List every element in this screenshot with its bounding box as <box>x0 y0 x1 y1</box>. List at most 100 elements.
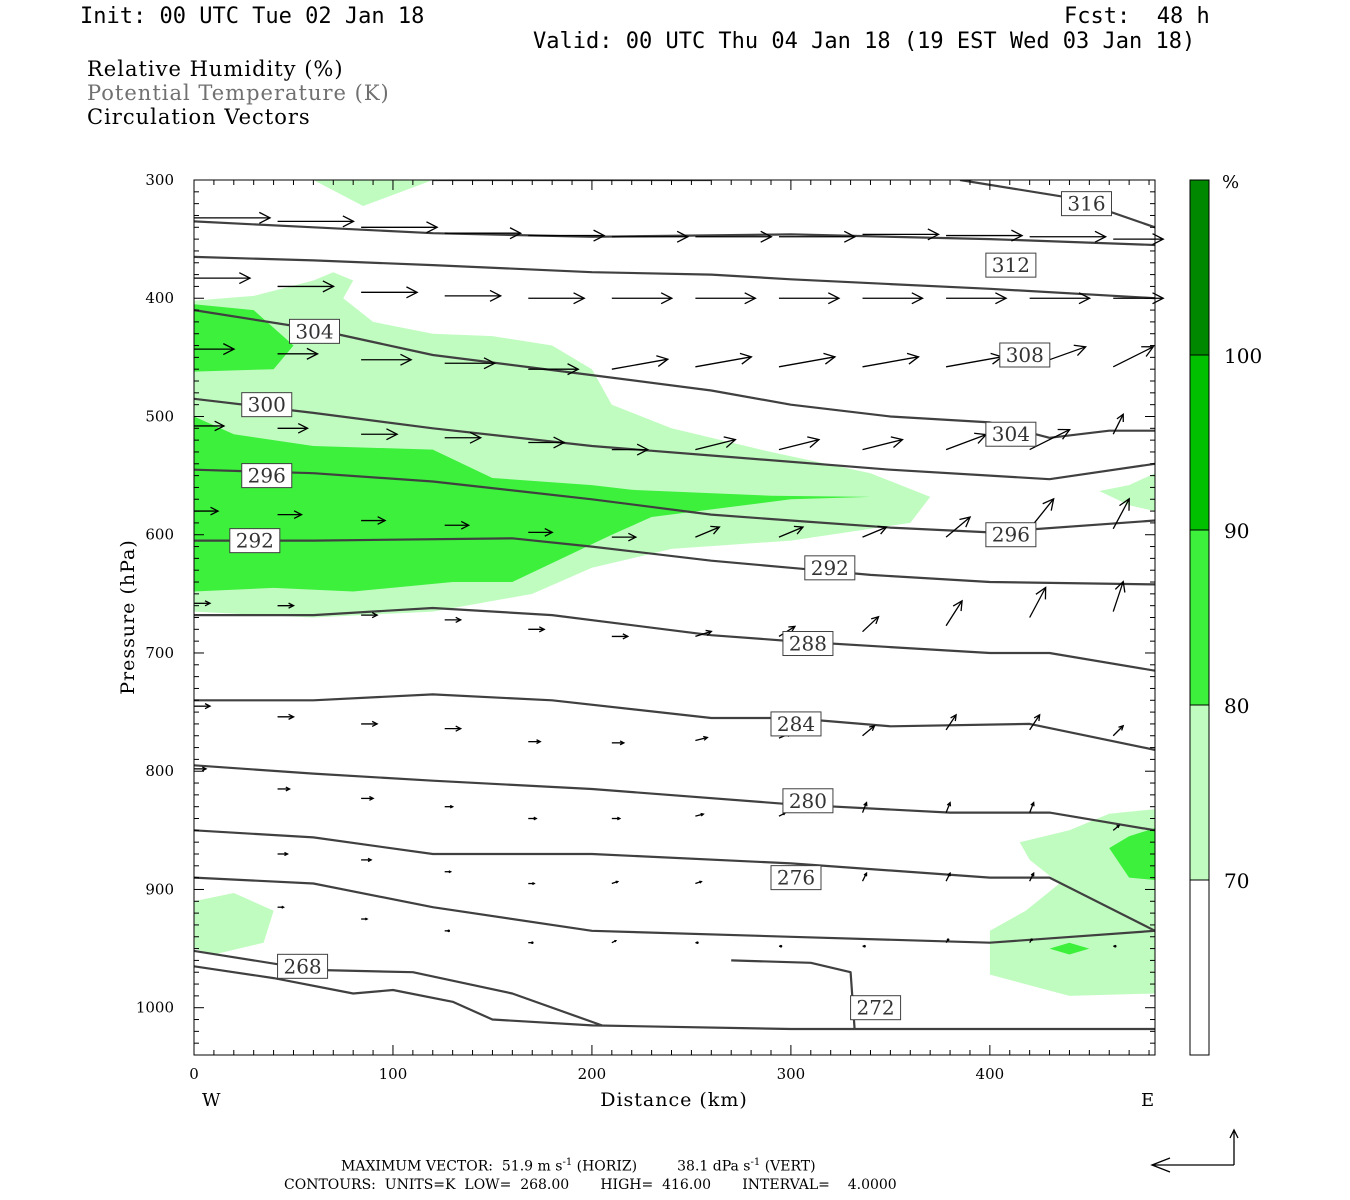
circulation-vector <box>1029 938 1033 944</box>
circulation-vector <box>862 352 920 368</box>
circulation-vector <box>1112 724 1125 737</box>
y-tick-label: 600 <box>145 526 174 544</box>
legend-theta: Potential Temperature (K) <box>87 81 390 105</box>
theta-contour-272 <box>194 949 603 1027</box>
x-end-label-east: E <box>1141 1090 1154 1111</box>
rh-region-70 <box>989 809 1155 996</box>
circulation-vector <box>695 880 703 885</box>
theta-contour-276 <box>194 876 1155 944</box>
circulation-vector <box>611 292 674 305</box>
svg-text:292: 292 <box>811 556 849 580</box>
circulation-vector <box>611 940 618 944</box>
circulation-vector <box>1112 580 1126 612</box>
circulation-vector <box>945 599 963 627</box>
svg-text:296: 296 <box>992 523 1030 547</box>
max-vector-horiz-kind: (HORIZ) <box>576 1158 638 1175</box>
circulation-vector <box>444 357 497 370</box>
circulation-vector <box>862 724 876 737</box>
y-tick-label: 800 <box>145 762 174 780</box>
circulation-vector <box>611 230 690 243</box>
circulation-vector <box>1029 292 1092 305</box>
circulation-vector <box>695 629 713 638</box>
circulation-vector <box>861 801 868 813</box>
svg-text:308: 308 <box>1006 343 1044 367</box>
max-vector-horiz-exponent: -1 <box>562 1157 573 1168</box>
circulation-vector <box>194 420 226 432</box>
circulation-vector <box>444 725 463 732</box>
rh-region-70 <box>194 893 274 955</box>
y-tick-label: 700 <box>145 644 174 662</box>
circulation-vector <box>444 431 483 444</box>
colorbar-swatch <box>1189 529 1210 706</box>
circulation-vector <box>611 355 670 370</box>
contour-info: CONTOURS: UNITS=K LOW= 268.00 HIGH= 416.… <box>284 1177 897 1193</box>
circulation-vector <box>277 905 285 909</box>
x-axis-title: Distance (km) <box>600 1089 748 1111</box>
svg-text:292: 292 <box>236 529 274 553</box>
colorbar-level-label: 80 <box>1224 694 1249 718</box>
circulation-vector <box>361 917 369 921</box>
svg-text:296: 296 <box>248 464 286 488</box>
circulation-vector <box>1112 497 1130 530</box>
circulation-vector <box>528 229 606 242</box>
circulation-vector <box>1029 713 1041 731</box>
valid-time: Valid: 00 UTC Thu 04 Jan 18 (19 EST Wed … <box>533 29 1196 54</box>
init-time: Init: 00 UTC Tue 02 Jan 18 <box>80 4 425 29</box>
theta-contour-296 <box>194 537 1155 586</box>
circulation-vector <box>528 626 546 633</box>
theta-label: 292 <box>229 528 281 554</box>
circulation-vector <box>361 221 439 234</box>
circulation-vector <box>361 428 399 441</box>
theta-contour-288 <box>194 693 1155 751</box>
circulation-vector <box>1112 824 1121 831</box>
circulation-vector <box>862 292 924 305</box>
reference-vector-icon <box>1150 1128 1239 1173</box>
circulation-vector <box>945 801 952 813</box>
max-vector-horiz-unit: m s <box>537 1158 563 1175</box>
circulation-vector <box>361 795 375 801</box>
vector-layer <box>194 211 1165 948</box>
circulation-vector <box>444 520 471 530</box>
theta-contour-308 <box>194 309 1155 439</box>
circulation-vector <box>528 363 580 376</box>
colorbar-level-label: 70 <box>1224 869 1249 893</box>
circulation-vector <box>778 436 821 451</box>
circulation-vector <box>528 739 542 745</box>
theta-label: 308 <box>999 342 1051 368</box>
theta-contour-300 <box>194 468 1155 534</box>
circulation-vector <box>695 230 773 243</box>
rh-region-80 <box>194 416 871 592</box>
colorbar: 70 80 90 100 <box>1189 179 1262 1056</box>
circulation-vector <box>444 929 450 933</box>
forecast-hour: Fcst: 48 h <box>1064 4 1210 29</box>
x-tick-label: 300 <box>777 1065 806 1083</box>
colorbar-unit: % <box>1222 172 1239 193</box>
rh-region-70 <box>1099 473 1155 512</box>
theta-label: 272 <box>850 995 902 1021</box>
x-tick-label: 200 <box>578 1065 607 1083</box>
theta-contour-312 <box>194 255 1155 300</box>
theta-contour-layer <box>194 180 1155 1031</box>
rh-fill-layer <box>194 180 1155 996</box>
circulation-vector <box>1112 412 1124 435</box>
colorbar-swatch <box>1189 879 1210 1056</box>
circulation-vector <box>277 510 303 520</box>
svg-text:268: 268 <box>283 954 321 978</box>
circulation-vector <box>361 612 379 619</box>
theta-contour-320 <box>959 180 1155 229</box>
x-end-label-west: W <box>202 1090 221 1111</box>
svg-text:280: 280 <box>789 789 827 813</box>
theta-contour-284 <box>194 764 1155 832</box>
circulation-vector <box>862 228 940 241</box>
circulation-vector <box>277 347 319 360</box>
circulation-vector <box>361 286 419 299</box>
circulation-vector <box>862 944 866 948</box>
circulation-vector <box>862 615 880 633</box>
circulation-vector <box>695 735 709 742</box>
circulation-vector <box>862 436 904 451</box>
circulation-vector <box>695 941 699 944</box>
circulation-vector <box>695 525 721 538</box>
circulation-vector <box>778 292 841 305</box>
circulation-vector <box>277 422 309 434</box>
